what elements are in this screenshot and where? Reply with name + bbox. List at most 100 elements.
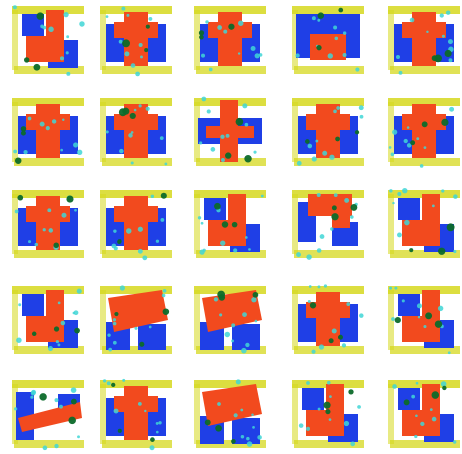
cyan-speckle: [130, 161, 134, 165]
green-speckle: [70, 398, 77, 405]
green-speckle: [410, 140, 416, 146]
tile: [384, 0, 462, 80]
cyan-speckle: [121, 6, 126, 11]
tile: [8, 280, 88, 360]
green-speckle: [431, 391, 440, 399]
green-speckle: [394, 316, 401, 324]
red-arm: [114, 114, 158, 130]
yellow-frame-left: [388, 290, 394, 350]
tile-drawing: [384, 374, 462, 454]
cyan-speckle: [199, 249, 205, 255]
tile: [384, 92, 462, 172]
cyan-speckle: [447, 351, 451, 355]
cyan-speckle: [296, 160, 302, 166]
blue-right: [346, 36, 360, 58]
cyan-speckle: [254, 319, 258, 323]
cyan-speckle: [28, 240, 32, 244]
cyan-speckle: [45, 126, 50, 131]
yellow-frame-bottom: [102, 158, 172, 166]
cyan-speckle: [30, 390, 36, 396]
cyan-speckle: [252, 425, 255, 429]
yellow-frame-top: [100, 286, 172, 294]
green-speckle: [114, 311, 119, 317]
blue-block-top-left: [398, 294, 420, 316]
tile-drawing: [288, 0, 368, 80]
cyan-speckle: [62, 118, 65, 122]
cyan-speckle: [318, 344, 325, 350]
cyan-speckle: [112, 340, 117, 345]
yellow-frame-top: [100, 190, 172, 198]
yellow-frame-bottom: [102, 250, 172, 258]
cyan-speckle: [319, 234, 325, 239]
yellow-frame-top: [194, 380, 266, 388]
tile: [288, 374, 368, 454]
red-lower: [26, 36, 64, 62]
cyan-speckle: [150, 194, 155, 199]
red-horizontal: [206, 126, 254, 138]
green-speckle: [122, 107, 130, 115]
cyan-speckle: [342, 31, 347, 35]
tile-drawing: [8, 0, 88, 80]
green-speckle: [215, 424, 222, 432]
cyan-speckle: [13, 149, 18, 154]
green-speckle: [53, 326, 60, 332]
cyan-speckle: [326, 380, 331, 385]
blue-block-top-left: [398, 388, 420, 410]
cyan-speckle: [106, 381, 111, 386]
cyan-speckle: [159, 136, 164, 140]
cyan-speckle: [315, 139, 319, 143]
tile: [288, 280, 368, 360]
red-arm: [114, 206, 158, 222]
cyan-speckle: [240, 408, 244, 412]
cyan-speckle: [406, 143, 412, 148]
cyan-speckle: [60, 320, 66, 326]
red-arm: [402, 22, 446, 38]
cyan-speckle: [57, 343, 61, 347]
yellow-frame-top: [292, 6, 364, 14]
cyan-speckle: [18, 303, 22, 307]
red-right: [332, 208, 350, 228]
tile-drawing: [8, 184, 88, 264]
red-upper: [326, 384, 344, 418]
cyan-speckle: [316, 193, 321, 198]
red-stem: [36, 104, 60, 158]
cyan-speckle: [126, 13, 130, 17]
cyan-speckle: [358, 105, 364, 111]
tile-drawing: [8, 280, 88, 360]
cyan-speckle: [210, 147, 216, 152]
tile: [384, 280, 462, 360]
cyan-speckle: [66, 71, 71, 76]
cyan-speckle: [14, 209, 19, 214]
yellow-frame-left: [194, 194, 200, 254]
blue-block-top-left: [302, 388, 324, 410]
cyan-speckle: [217, 402, 221, 406]
cyan-speckle: [311, 156, 317, 162]
green-speckle: [53, 242, 59, 249]
cyan-speckle: [162, 288, 167, 293]
green-speckle: [317, 12, 325, 19]
cyan-speckle: [251, 297, 257, 303]
cyan-speckle: [197, 216, 202, 220]
green-speckle: [354, 130, 360, 135]
cyan-speckle: [404, 219, 410, 226]
cyan-speckle: [419, 164, 424, 168]
cyan-speckle: [59, 56, 65, 61]
tile: [8, 0, 88, 80]
cyan-speckle: [445, 10, 451, 15]
green-speckle: [331, 205, 337, 211]
cyan-speckle: [217, 25, 222, 30]
cyan-speckle: [140, 55, 143, 59]
red-stem: [124, 12, 148, 66]
cyan-speckle: [317, 18, 321, 22]
blue-left: [296, 36, 310, 58]
green-speckle: [68, 416, 76, 425]
green-speckle: [325, 409, 331, 415]
cyan-speckle: [55, 340, 59, 344]
green-speckle: [36, 12, 44, 20]
cyan-speckle: [42, 445, 48, 451]
red-stem: [124, 386, 148, 440]
cyan-speckle: [63, 11, 69, 18]
cyan-speckle: [155, 421, 159, 425]
cyan-speckle: [336, 106, 341, 110]
green-speckle: [231, 439, 236, 444]
